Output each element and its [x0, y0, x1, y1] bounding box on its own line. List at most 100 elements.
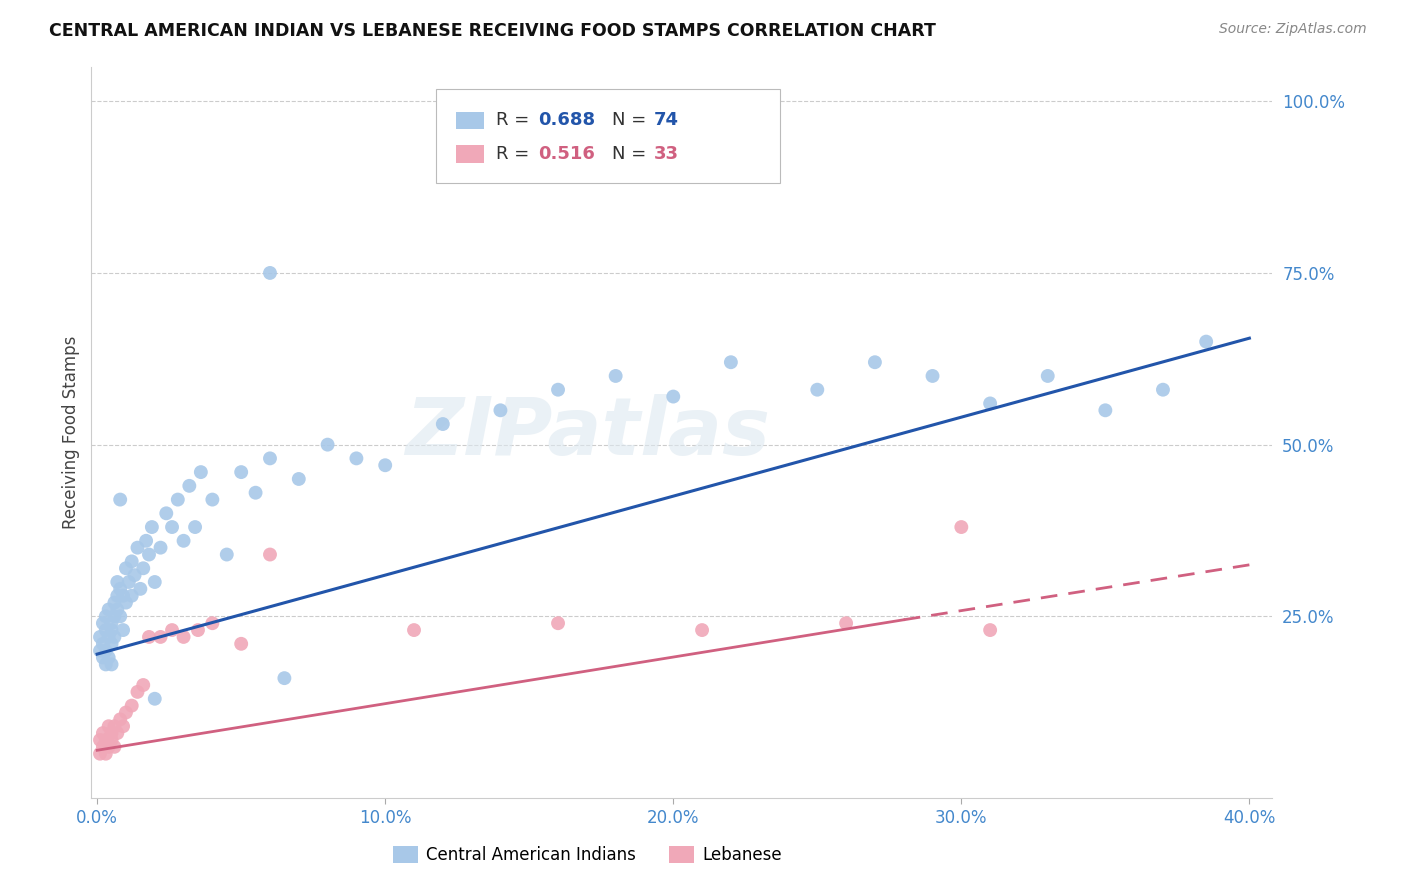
- Point: [112, 589, 135, 603]
- Point: [547, 616, 569, 631]
- Point: [94, 747, 117, 761]
- Point: [143, 574, 166, 589]
- Point: [89, 747, 111, 761]
- Point: [112, 623, 135, 637]
- Point: [91, 726, 114, 740]
- Point: [103, 630, 125, 644]
- Point: [135, 533, 157, 548]
- Point: [103, 739, 125, 754]
- Point: [245, 485, 267, 500]
- Point: [121, 589, 143, 603]
- Point: [1195, 334, 1218, 349]
- Point: [105, 726, 128, 740]
- Point: [690, 623, 713, 637]
- Point: [489, 403, 512, 417]
- Point: [108, 492, 131, 507]
- Point: [121, 698, 143, 713]
- Point: [835, 616, 858, 631]
- Point: [115, 596, 138, 610]
- Point: [173, 533, 195, 548]
- Point: [1152, 383, 1174, 397]
- Point: [605, 368, 627, 383]
- Point: [89, 630, 111, 644]
- Point: [127, 541, 149, 555]
- Point: [179, 479, 201, 493]
- Point: [100, 726, 122, 740]
- Text: CENTRAL AMERICAN INDIAN VS LEBANESE RECEIVING FOOD STAMPS CORRELATION CHART: CENTRAL AMERICAN INDIAN VS LEBANESE RECE…: [49, 22, 936, 40]
- Point: [121, 554, 143, 568]
- Point: [100, 637, 122, 651]
- Point: [89, 733, 111, 747]
- Point: [94, 643, 117, 657]
- Point: [94, 623, 117, 637]
- Text: 33: 33: [654, 145, 679, 163]
- Point: [259, 451, 281, 466]
- Point: [89, 643, 111, 657]
- Point: [97, 630, 120, 644]
- Point: [979, 396, 1001, 410]
- Point: [187, 623, 209, 637]
- Point: [108, 609, 131, 624]
- Point: [259, 266, 281, 280]
- Point: [105, 602, 128, 616]
- Point: [273, 671, 295, 685]
- Point: [103, 719, 125, 733]
- Point: [100, 616, 122, 631]
- Point: [97, 602, 120, 616]
- Point: [316, 437, 339, 451]
- Point: [402, 623, 425, 637]
- Point: [91, 739, 114, 754]
- Text: ZIPatlas: ZIPatlas: [405, 393, 770, 472]
- Point: [720, 355, 742, 369]
- Point: [94, 733, 117, 747]
- Point: [149, 630, 172, 644]
- Point: [806, 383, 828, 397]
- Point: [201, 492, 224, 507]
- Point: [160, 520, 183, 534]
- Y-axis label: Receiving Food Stamps: Receiving Food Stamps: [62, 336, 80, 529]
- Point: [184, 520, 207, 534]
- Point: [215, 548, 238, 562]
- Text: R =: R =: [496, 145, 536, 163]
- Point: [103, 596, 125, 610]
- Point: [979, 623, 1001, 637]
- Text: N =: N =: [612, 145, 651, 163]
- Point: [115, 561, 138, 575]
- Point: [173, 630, 195, 644]
- Point: [100, 623, 122, 637]
- Point: [112, 719, 135, 733]
- Point: [132, 561, 155, 575]
- Point: [149, 541, 172, 555]
- Point: [662, 390, 685, 404]
- Point: [103, 609, 125, 624]
- Point: [141, 520, 163, 534]
- Point: [91, 616, 114, 631]
- Point: [288, 472, 311, 486]
- Point: [91, 637, 114, 651]
- Point: [1094, 403, 1116, 417]
- Point: [129, 582, 152, 596]
- Point: [91, 650, 114, 665]
- Point: [105, 574, 128, 589]
- Point: [108, 582, 131, 596]
- Point: [950, 520, 973, 534]
- Text: Source: ZipAtlas.com: Source: ZipAtlas.com: [1219, 22, 1367, 37]
- Point: [138, 548, 160, 562]
- Point: [115, 706, 138, 720]
- Point: [160, 623, 183, 637]
- Point: [143, 691, 166, 706]
- Point: [138, 630, 160, 644]
- Point: [201, 616, 224, 631]
- Text: N =: N =: [612, 112, 651, 129]
- Text: 74: 74: [654, 112, 679, 129]
- Text: 0.516: 0.516: [538, 145, 595, 163]
- Point: [374, 458, 396, 473]
- Point: [97, 650, 120, 665]
- Point: [155, 506, 177, 520]
- Point: [190, 465, 212, 479]
- Legend: Central American Indians, Lebanese: Central American Indians, Lebanese: [387, 839, 789, 871]
- Text: R =: R =: [496, 112, 536, 129]
- Point: [105, 589, 128, 603]
- Point: [921, 368, 943, 383]
- Point: [166, 492, 188, 507]
